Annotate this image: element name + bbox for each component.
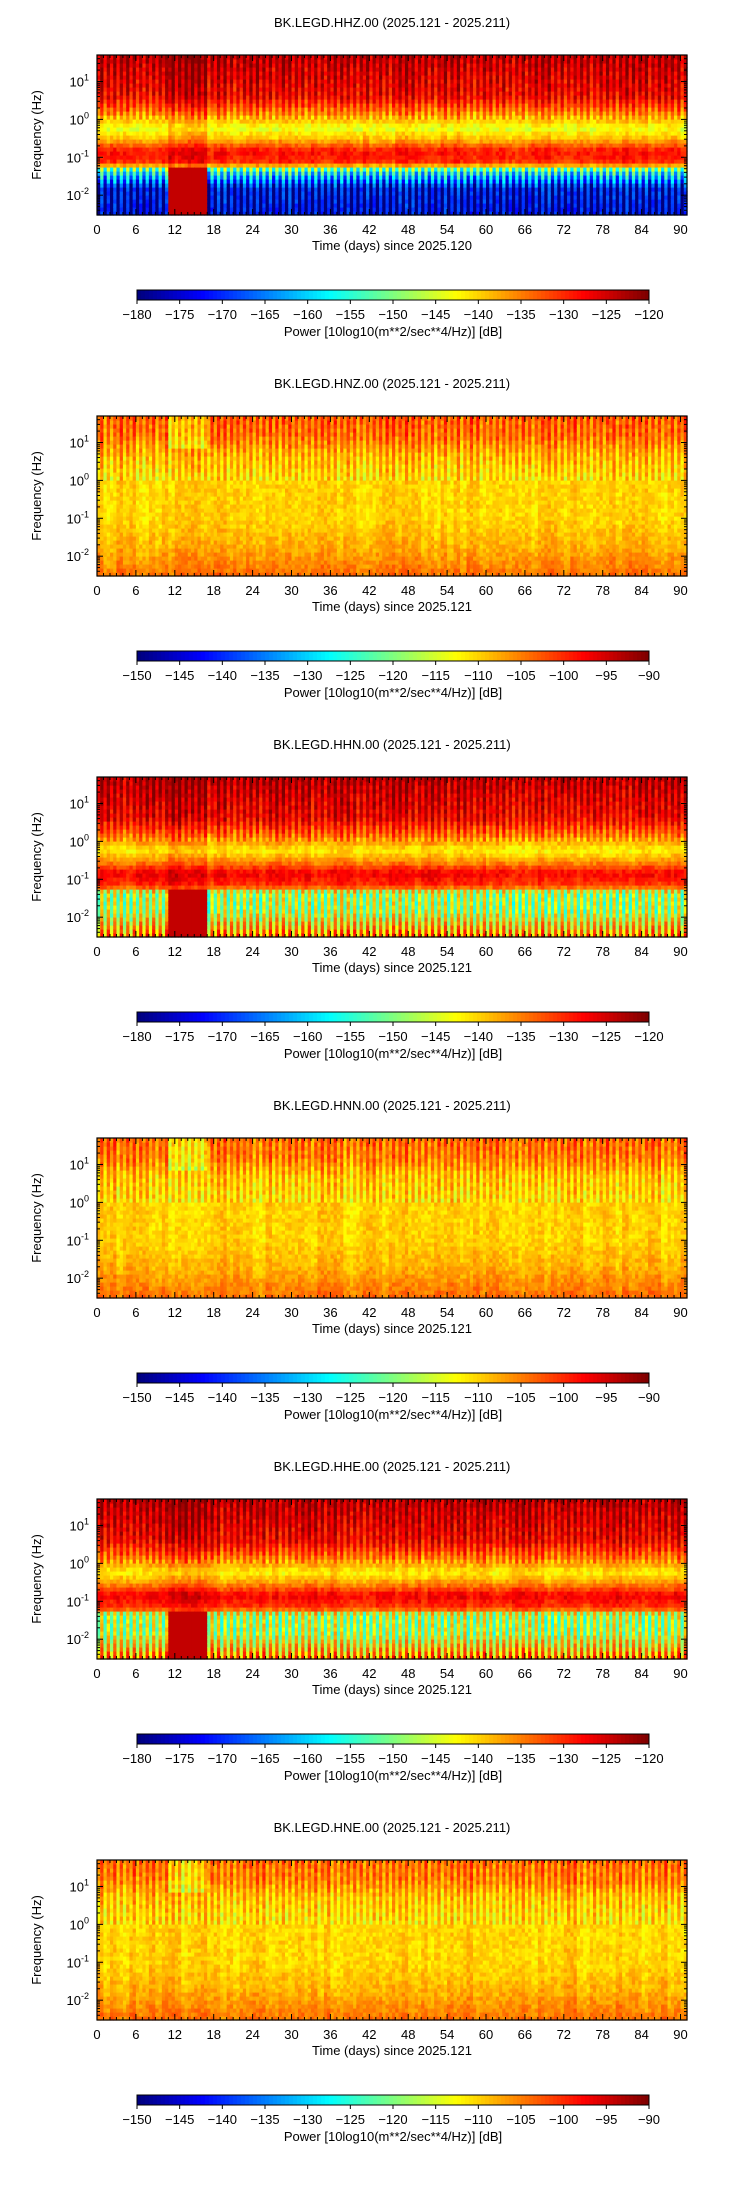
spectrogram-panel-1: BK.LEGD.HHZ.00 (2025.121 - 2025.211)0 6 12… (29, 15, 688, 339)
spectrogram-figure: BK.LEGD.HHZ.00 (2025.121 - 2025.211)0 6 12… (0, 0, 750, 2197)
heatmap-cells (97, 55, 688, 216)
panel-title: BK.LEGD.HHZ.00 (2025.121 - 2025.211) (274, 15, 510, 30)
